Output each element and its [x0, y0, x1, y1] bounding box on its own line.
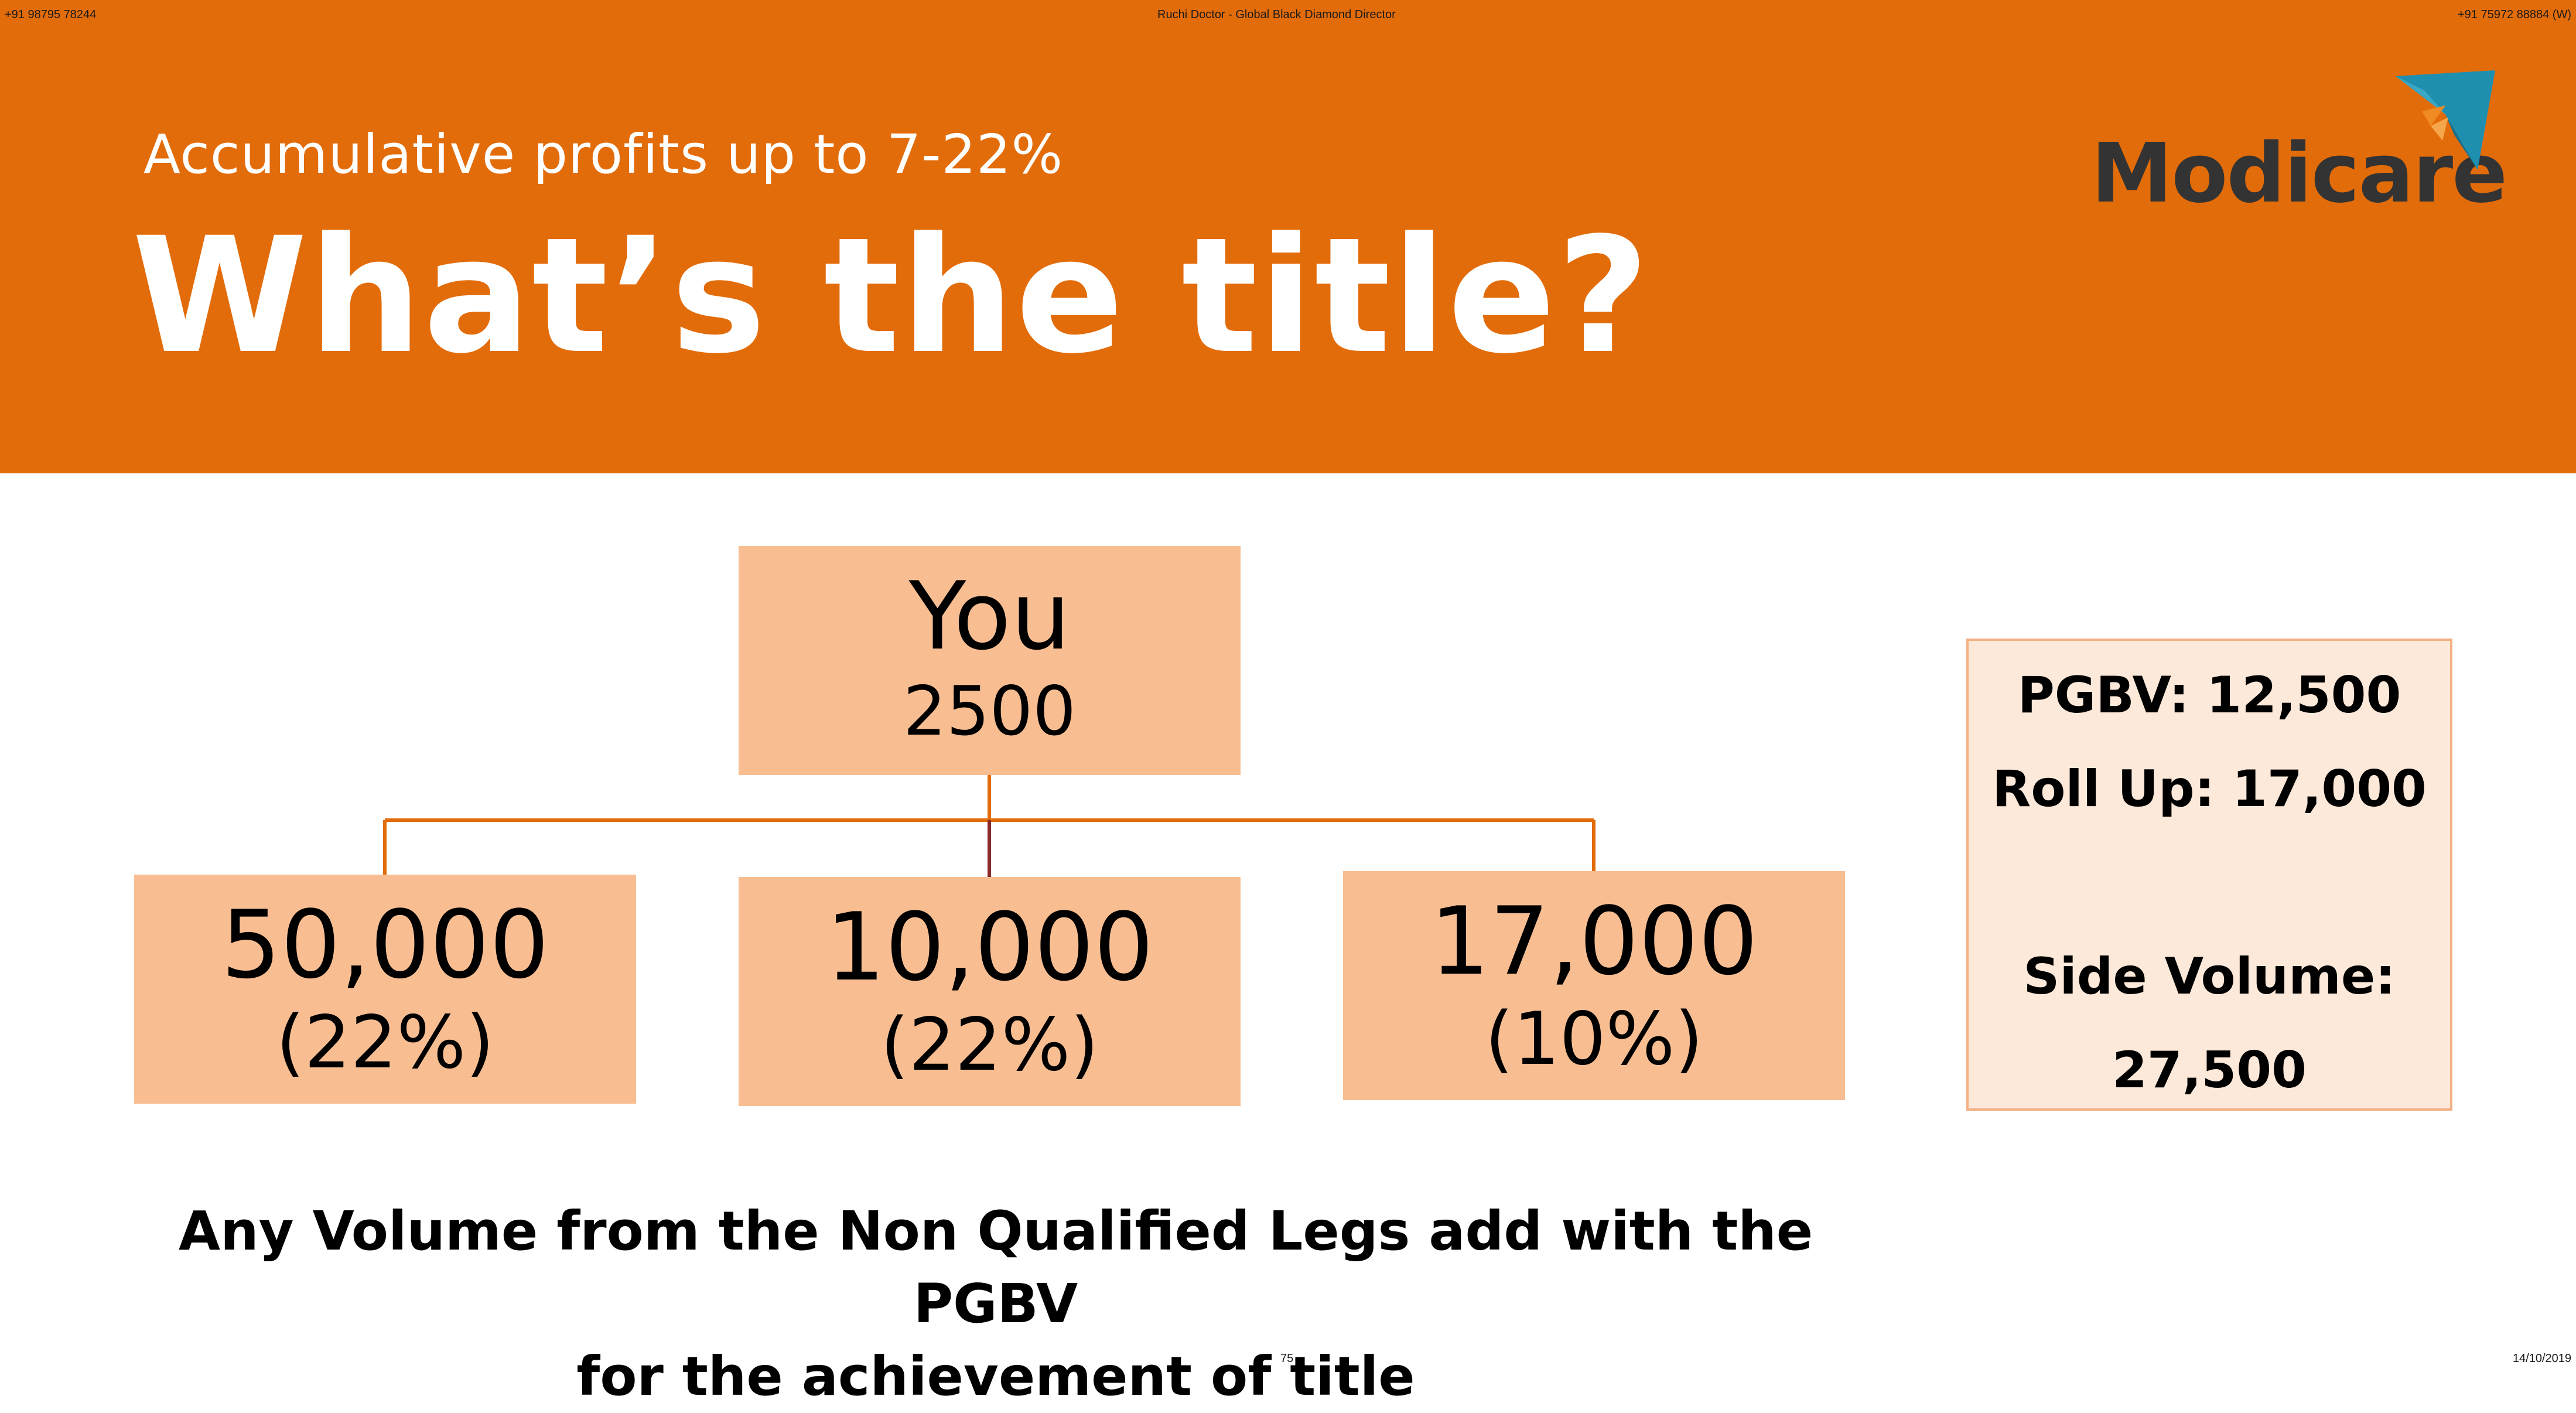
side-volume-value: 27,500: [2112, 1041, 2307, 1100]
header-phone-left: +91 98795 78244: [5, 8, 97, 21]
logo-wordmark: Modicare: [2091, 126, 2507, 221]
header-band: [0, 0, 2576, 473]
tree-node-leg-1: 50,000 (22%): [134, 875, 636, 1104]
header-presenter: Ruchi Doctor - Global Black Diamond Dire…: [1157, 8, 1396, 21]
tree-node-leg-3: 17,000 (10%): [1343, 871, 1845, 1100]
tree-node-you: You 2500: [739, 546, 1241, 775]
header-phone-right: +91 75972 88884 (W): [2457, 8, 2571, 21]
slide-subtitle: Accumulative profits up to 7-22%: [144, 123, 1064, 186]
footer-note-line-1: Any Volume from the Non Qualified Legs a…: [178, 1200, 1813, 1335]
modicare-kite-icon: [2396, 70, 2495, 170]
leg-1-percent: (22%): [276, 1001, 494, 1085]
pgbv-text: PGBV: 12,500: [2017, 666, 2401, 725]
footer-date: 14/10/2019: [2512, 1352, 2571, 1365]
leg-1-volume: 50,000: [221, 890, 549, 999]
node-you-value: 2500: [903, 672, 1077, 751]
tree-node-leg-2: 10,000 (22%): [739, 877, 1241, 1106]
leg-3-percent: (10%): [1485, 997, 1703, 1081]
footer-note: Any Volume from the Non Qualified Legs a…: [117, 1195, 1874, 1413]
modicare-logo: Modicare: [2091, 70, 2507, 223]
roll-up-text: Roll Up: 17,000: [1992, 760, 2427, 818]
volume-summary-box: PGBV: 12,500 Roll Up: 17,000 Side Volume…: [1966, 639, 2452, 1111]
node-you-label: You: [908, 561, 1071, 671]
page-number: 75: [1280, 1352, 1294, 1365]
footer-note-line-2: for the achievement of title: [576, 1345, 1415, 1408]
leg-2-percent: (22%): [880, 1003, 1099, 1087]
side-volume-label: Side Volume:: [2023, 947, 2396, 1006]
slide-title: What’s the title?: [132, 204, 1651, 389]
leg-3-volume: 17,000: [1430, 886, 1758, 996]
leg-2-volume: 10,000: [825, 892, 1154, 1002]
